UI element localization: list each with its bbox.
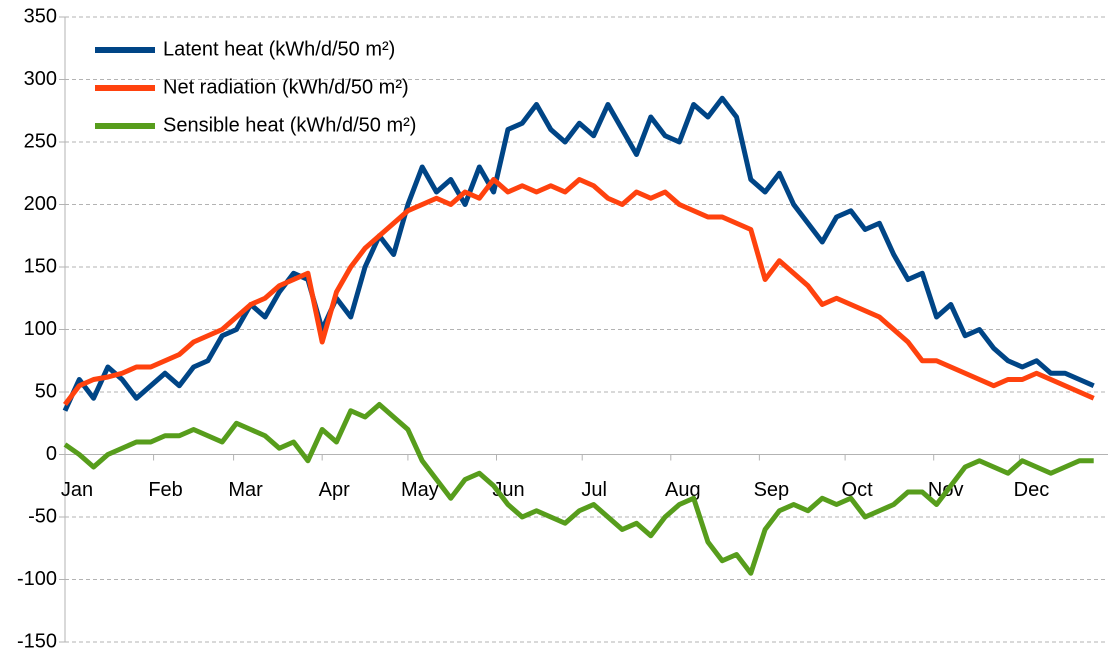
legend-label: Net radiation (kWh/d/50 m²) xyxy=(163,76,409,98)
x-tick-label: Feb xyxy=(148,479,182,501)
y-tick-label: 350 xyxy=(24,5,57,27)
y-tick-label: 150 xyxy=(24,255,57,277)
series-line xyxy=(62,95,1095,412)
x-tick-label: Apr xyxy=(319,479,350,501)
x-tick-label: Jul xyxy=(581,479,607,501)
x-tick-label: Aug xyxy=(665,479,701,501)
x-tick-label: Oct xyxy=(842,479,874,501)
y-tick-label: 0 xyxy=(46,443,57,465)
series-line xyxy=(63,177,1095,407)
legend-label: Sensible heat (kWh/d/50 m²) xyxy=(163,114,416,136)
series-line xyxy=(63,402,1094,576)
y-tick-label: 200 xyxy=(24,193,57,215)
y-tick-label: 250 xyxy=(24,130,57,152)
x-tick-label: Mar xyxy=(228,479,263,501)
legend-label: Latent heat (kWh/d/50 m²) xyxy=(163,38,395,60)
x-tick-label: Jan xyxy=(61,479,93,501)
y-tick-label: -100 xyxy=(17,568,57,590)
y-tick-label: 300 xyxy=(24,68,57,90)
y-tick-label: 100 xyxy=(24,318,57,340)
x-tick-label: Sep xyxy=(754,479,790,501)
x-tick-label: May xyxy=(401,479,439,501)
x-tick-label: Dec xyxy=(1014,479,1050,501)
y-tick-label: 50 xyxy=(35,380,57,402)
y-tick-label: -150 xyxy=(17,630,57,652)
y-tick-label: -50 xyxy=(28,505,57,527)
